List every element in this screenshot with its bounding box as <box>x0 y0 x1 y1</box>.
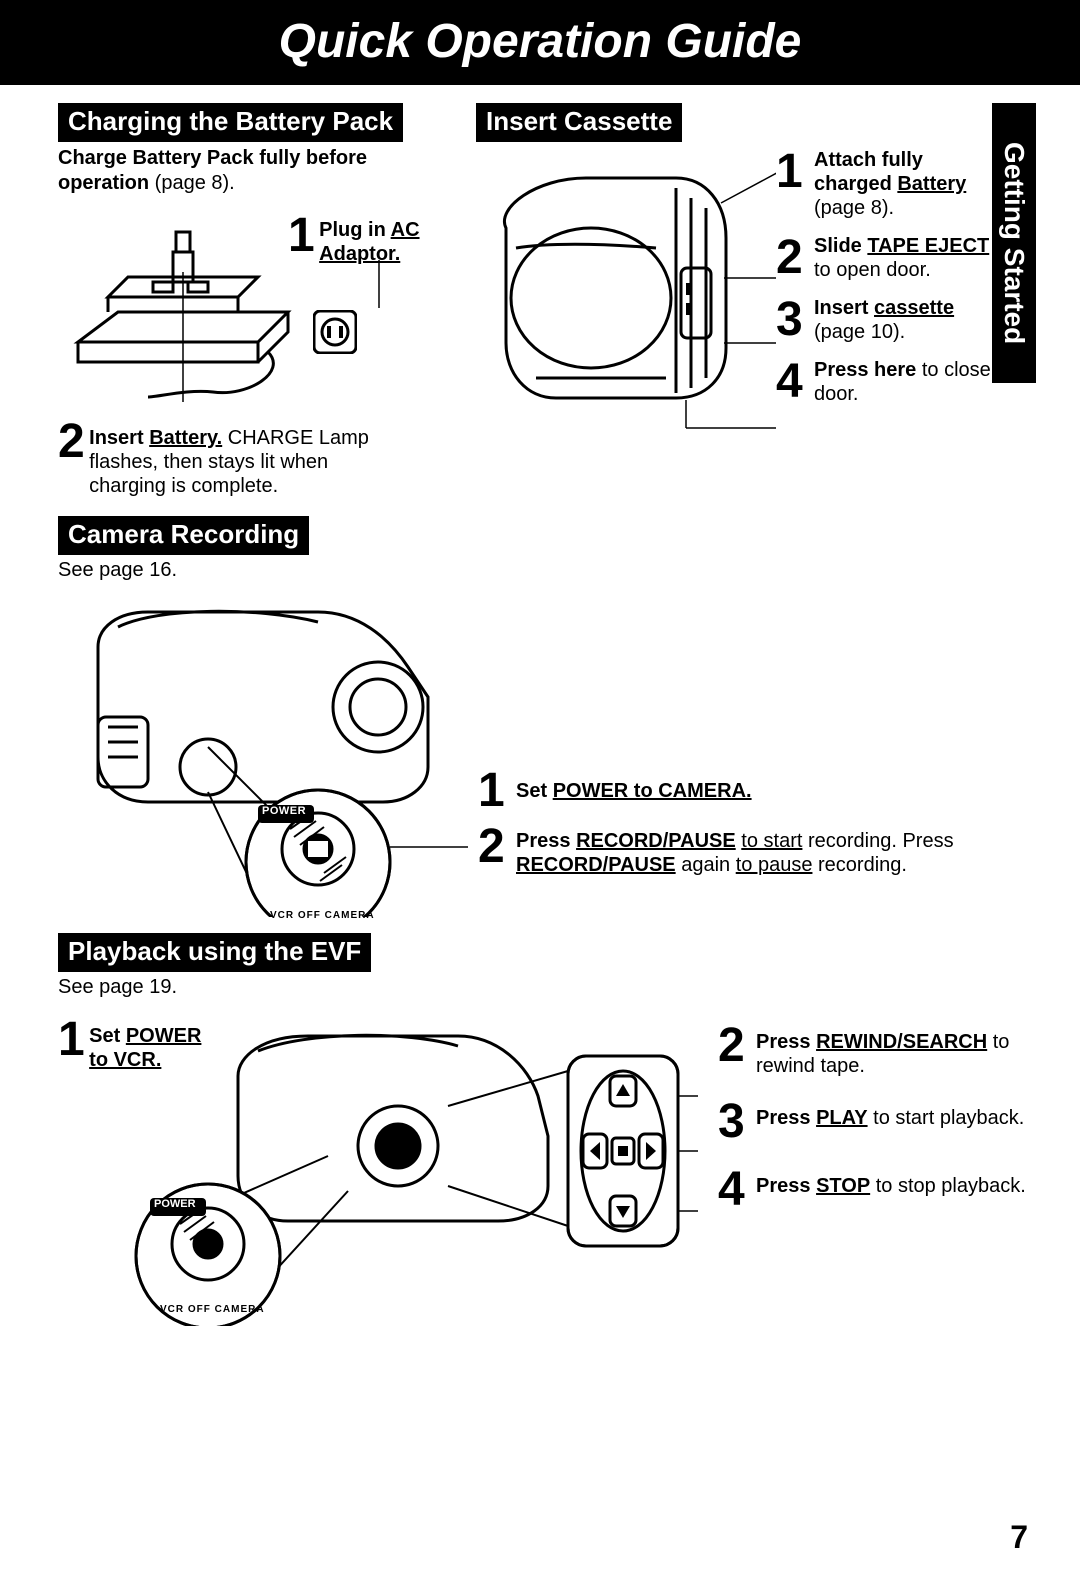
section-label-playback: Playback using the EVF <box>58 933 371 972</box>
dial-positions-2: VCR OFF CAMERA <box>160 1304 265 1315</box>
recording-step-1: 1 Set POWER to CAMERA. <box>478 767 998 815</box>
recording-step-2: 2 Press RECORD/PAUSE to start recording.… <box>478 823 998 877</box>
playback-see: See page 19. <box>58 975 1036 1000</box>
charging-illustration <box>58 202 318 402</box>
leader-line <box>324 260 434 310</box>
cassette-step-3: 3 Insert cassette (page 10). <box>776 296 996 344</box>
section-cassette: Insert Cassette <box>476 103 1036 498</box>
section-label-cassette: Insert Cassette <box>476 103 682 142</box>
recording-see: See page 16. <box>58 558 1036 583</box>
section-recording: Camera Recording See page 16. <box>58 516 1036 917</box>
dial-positions: VCR OFF CAMERA <box>270 910 375 921</box>
page-number: 7 <box>1010 1519 1028 1556</box>
charging-intro: Charge Battery Pack fully before operati… <box>58 146 448 196</box>
section-label-charging: Charging the Battery Pack <box>58 103 403 142</box>
playback-step-3: 3 Press PLAY to start playback. <box>718 1098 1038 1146</box>
power-label-2: POWER <box>154 1198 196 1210</box>
playback-step-2: 2 Press REWIND/SEARCH to rewind tape. <box>718 1022 1038 1078</box>
section-playback: Playback using the EVF See page 19. 1 Se… <box>58 933 1036 1326</box>
charging-step-2: 2 Insert Battery. CHARGE Lamp flashes, t… <box>58 418 448 498</box>
recording-illustration <box>58 587 488 917</box>
power-label: POWER <box>262 805 306 817</box>
cassette-step-1: 1 Attach fully charged Battery (page 8). <box>776 148 996 220</box>
playback-illustration <box>98 1016 698 1326</box>
cassette-step-4: 4 Press here to close door. <box>776 358 996 406</box>
page-title-bar: Quick Operation Guide <box>0 0 1080 85</box>
charging-step-1: 1 Plug in AC Adaptor. <box>288 212 438 266</box>
section-label-recording: Camera Recording <box>58 516 309 555</box>
cassette-step-2: 2 Slide TAPE EJECT to open door. <box>776 234 996 282</box>
cassette-illustration <box>476 148 776 448</box>
plug-icon <box>313 310 357 354</box>
page-title: Quick Operation Guide <box>279 15 802 68</box>
playback-step-4: 4 Press STOP to stop playback. <box>718 1166 1038 1214</box>
charging-diagram: 1 Plug in AC Adaptor. <box>58 202 448 412</box>
section-charging: Charging the Battery Pack Charge Battery… <box>58 103 448 498</box>
